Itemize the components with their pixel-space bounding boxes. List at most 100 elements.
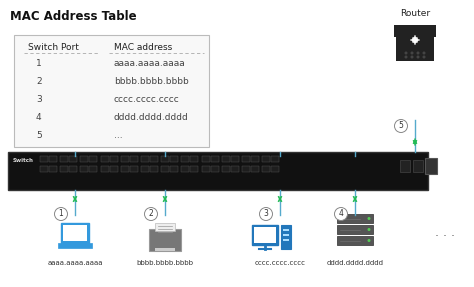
Bar xyxy=(222,166,230,172)
Text: bbbb.bbbb.bbbb: bbbb.bbbb.bbbb xyxy=(137,260,193,266)
Bar xyxy=(63,225,87,241)
FancyBboxPatch shape xyxy=(396,31,434,61)
Bar xyxy=(251,156,259,162)
Bar xyxy=(60,166,68,172)
Text: Switch Port: Switch Port xyxy=(28,43,79,52)
Text: 1: 1 xyxy=(36,59,42,68)
Text: 5: 5 xyxy=(399,121,403,131)
Circle shape xyxy=(404,55,408,59)
Bar xyxy=(130,166,138,172)
Bar xyxy=(201,156,210,162)
Text: 2: 2 xyxy=(149,210,154,218)
Bar xyxy=(69,156,77,162)
Bar xyxy=(81,166,88,172)
Circle shape xyxy=(422,51,426,55)
Bar xyxy=(337,236,373,245)
Bar xyxy=(231,156,239,162)
Circle shape xyxy=(259,208,273,220)
Text: aaaa.aaaa.aaaa: aaaa.aaaa.aaaa xyxy=(47,260,103,266)
Bar xyxy=(337,225,373,234)
Bar xyxy=(283,234,289,236)
Bar xyxy=(222,156,230,162)
Bar xyxy=(121,156,129,162)
Circle shape xyxy=(367,228,371,231)
Bar xyxy=(262,166,270,172)
Bar xyxy=(182,156,190,162)
Text: 1: 1 xyxy=(59,210,64,218)
Text: 3: 3 xyxy=(36,95,42,104)
Bar xyxy=(337,214,373,223)
Bar xyxy=(170,156,178,162)
Bar xyxy=(49,166,57,172)
Bar xyxy=(109,166,118,172)
Bar xyxy=(14,35,209,147)
Text: 5: 5 xyxy=(36,131,42,140)
Bar xyxy=(283,239,289,241)
Text: cccc.cccc.cccc: cccc.cccc.cccc xyxy=(255,260,306,266)
Circle shape xyxy=(335,208,347,220)
Text: bbbb.bbbb.bbbb: bbbb.bbbb.bbbb xyxy=(114,77,189,86)
Bar xyxy=(81,156,88,162)
Bar xyxy=(109,156,118,162)
Bar xyxy=(121,166,129,172)
Bar xyxy=(149,229,181,251)
Bar xyxy=(161,166,169,172)
Text: Router: Router xyxy=(400,9,430,18)
Text: Switch: Switch xyxy=(13,158,34,163)
Bar xyxy=(283,229,289,231)
Bar xyxy=(425,158,437,174)
Bar xyxy=(150,156,158,162)
Bar xyxy=(231,166,239,172)
Text: 2: 2 xyxy=(36,77,42,86)
Circle shape xyxy=(417,55,419,59)
Bar xyxy=(61,223,89,243)
Text: MAC Address Table: MAC Address Table xyxy=(10,10,137,23)
Bar xyxy=(400,160,410,172)
Bar xyxy=(155,248,175,251)
Circle shape xyxy=(417,51,419,55)
Bar xyxy=(182,166,190,172)
Bar xyxy=(155,223,175,231)
Text: 4: 4 xyxy=(338,210,344,218)
Bar xyxy=(69,166,77,172)
Bar xyxy=(90,166,97,172)
Bar xyxy=(60,156,68,162)
Bar xyxy=(210,166,219,172)
Bar xyxy=(40,166,48,172)
Bar xyxy=(271,166,279,172)
Bar xyxy=(170,166,178,172)
Circle shape xyxy=(410,51,413,55)
Circle shape xyxy=(367,217,371,220)
Bar xyxy=(201,166,210,172)
Bar xyxy=(130,156,138,162)
Text: aaaa.aaaa.aaaa: aaaa.aaaa.aaaa xyxy=(114,59,186,68)
Text: · · ·: · · · xyxy=(435,230,455,243)
Circle shape xyxy=(394,119,408,133)
Bar xyxy=(100,166,109,172)
Bar xyxy=(49,156,57,162)
Text: cccc.cccc.cccc: cccc.cccc.cccc xyxy=(114,95,180,104)
Text: dddd.dddd.dddd: dddd.dddd.dddd xyxy=(327,260,383,266)
Bar xyxy=(242,166,250,172)
Bar xyxy=(252,225,278,245)
Bar xyxy=(90,156,97,162)
Circle shape xyxy=(367,239,371,242)
Bar xyxy=(8,152,428,190)
Bar xyxy=(210,156,219,162)
Bar xyxy=(254,227,276,243)
Bar xyxy=(281,225,291,249)
Bar xyxy=(191,156,199,162)
Bar xyxy=(251,166,259,172)
FancyBboxPatch shape xyxy=(394,25,436,37)
Bar xyxy=(150,166,158,172)
Text: ...: ... xyxy=(114,131,123,140)
Text: MAC address: MAC address xyxy=(114,43,172,52)
Bar xyxy=(271,156,279,162)
Bar xyxy=(242,156,250,162)
Text: 4: 4 xyxy=(36,113,42,122)
Bar xyxy=(413,160,423,172)
Text: dddd.dddd.dddd: dddd.dddd.dddd xyxy=(114,113,189,122)
Circle shape xyxy=(145,208,157,220)
Bar xyxy=(141,166,149,172)
Text: 3: 3 xyxy=(264,210,268,218)
